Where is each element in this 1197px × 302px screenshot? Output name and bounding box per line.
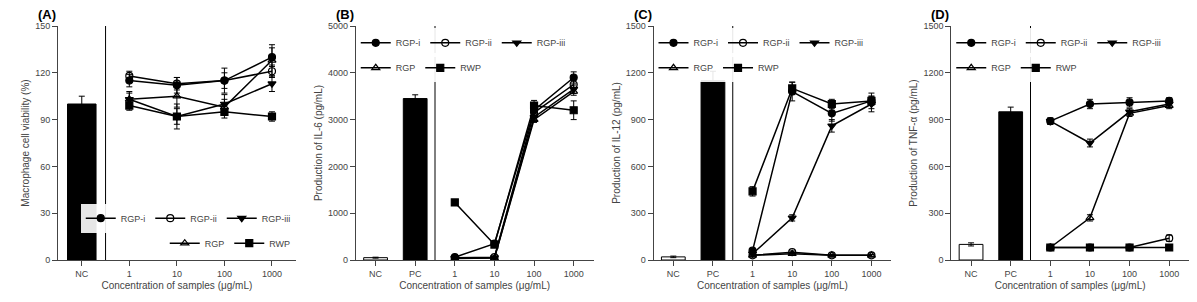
svg-text:RWP: RWP xyxy=(460,63,481,73)
svg-text:3000: 3000 xyxy=(328,115,348,125)
svg-text:600: 600 xyxy=(928,162,943,172)
svg-text:300: 300 xyxy=(928,208,943,218)
svg-text:10: 10 xyxy=(787,269,797,279)
svg-text:RWP: RWP xyxy=(758,63,779,73)
svg-text:1000: 1000 xyxy=(1159,269,1179,279)
svg-text:RGP-ii: RGP-ii xyxy=(763,38,790,48)
svg-text:1000: 1000 xyxy=(861,269,881,279)
svg-text:NC: NC xyxy=(667,269,680,279)
svg-text:RGP: RGP xyxy=(205,239,225,249)
svg-text:2000: 2000 xyxy=(328,162,348,172)
svg-text:RGP-i: RGP-i xyxy=(694,38,719,48)
svg-text:1: 1 xyxy=(1048,269,1053,279)
svg-text:RGP-i: RGP-i xyxy=(991,38,1016,48)
svg-text:1500: 1500 xyxy=(923,21,943,31)
svg-text:0: 0 xyxy=(641,255,646,265)
svg-text:120: 120 xyxy=(35,68,50,78)
svg-text:RGP: RGP xyxy=(991,63,1011,73)
svg-text:1500: 1500 xyxy=(626,21,646,31)
svg-text:Production of IL-12 (pg/mL): Production of IL-12 (pg/mL) xyxy=(611,82,622,204)
svg-text:RWP: RWP xyxy=(269,239,290,249)
svg-text:Macrophage cell viability (%): Macrophage cell viability (%) xyxy=(20,79,31,206)
svg-text:NC: NC xyxy=(75,269,88,279)
svg-text:5000: 5000 xyxy=(328,21,348,31)
svg-text:100: 100 xyxy=(217,269,232,279)
svg-text:RGP-ii: RGP-ii xyxy=(465,38,492,48)
svg-text:Concentration of samples (μg/m: Concentration of samples (μg/mL) xyxy=(399,280,550,291)
svg-text:90: 90 xyxy=(40,115,50,125)
svg-text:RGP-iii: RGP-iii xyxy=(835,38,864,48)
svg-text:(D): (D) xyxy=(931,7,949,22)
svg-text:Concentration of samples (μg/m: Concentration of samples (μg/mL) xyxy=(697,280,848,291)
svg-text:NC: NC xyxy=(369,269,382,279)
svg-text:PC: PC xyxy=(707,269,720,279)
svg-text:1000: 1000 xyxy=(328,208,348,218)
svg-text:Concentration of samples (μg/m: Concentration of samples (μg/mL) xyxy=(101,280,252,291)
svg-text:100: 100 xyxy=(1122,269,1137,279)
svg-text:RGP-iii: RGP-iii xyxy=(537,38,566,48)
svg-text:0: 0 xyxy=(938,255,943,265)
svg-text:(B): (B) xyxy=(336,7,354,22)
svg-text:PC: PC xyxy=(1004,269,1017,279)
svg-text:1200: 1200 xyxy=(626,68,646,78)
svg-text:RWP: RWP xyxy=(1056,63,1077,73)
svg-text:900: 900 xyxy=(631,115,646,125)
svg-text:900: 900 xyxy=(928,115,943,125)
svg-text:RGP-ii: RGP-ii xyxy=(1061,38,1088,48)
svg-text:RGP-i: RGP-i xyxy=(396,38,421,48)
svg-text:150: 150 xyxy=(35,21,50,31)
svg-text:60: 60 xyxy=(40,162,50,172)
svg-text:1: 1 xyxy=(127,269,132,279)
svg-text:RGP-ii: RGP-ii xyxy=(190,214,217,224)
svg-text:Production of TNF-α (pg/mL): Production of TNF-α (pg/mL) xyxy=(908,79,919,206)
svg-text:RGP-i: RGP-i xyxy=(121,214,146,224)
svg-text:(A): (A) xyxy=(38,7,56,22)
svg-text:1: 1 xyxy=(452,269,457,279)
svg-text:NC: NC xyxy=(965,269,978,279)
svg-text:1000: 1000 xyxy=(564,269,584,279)
svg-text:RGP: RGP xyxy=(694,63,714,73)
svg-text:RGP-iii: RGP-iii xyxy=(1132,38,1161,48)
svg-text:PC: PC xyxy=(409,269,422,279)
svg-text:10: 10 xyxy=(489,269,499,279)
svg-text:100: 100 xyxy=(527,269,542,279)
svg-text:(C): (C) xyxy=(634,7,652,22)
svg-text:0: 0 xyxy=(45,255,50,265)
svg-text:RGP: RGP xyxy=(396,63,416,73)
svg-text:Production of IL-6 (pg/mL): Production of IL-6 (pg/mL) xyxy=(313,85,324,201)
svg-text:30: 30 xyxy=(40,208,50,218)
svg-text:Concentration of samples (μg/m: Concentration of samples (μg/mL) xyxy=(995,280,1146,291)
svg-text:100: 100 xyxy=(824,269,839,279)
svg-text:10: 10 xyxy=(1085,269,1095,279)
svg-text:600: 600 xyxy=(631,162,646,172)
svg-text:4000: 4000 xyxy=(328,68,348,78)
svg-text:RGP-iii: RGP-iii xyxy=(262,214,291,224)
svg-text:0: 0 xyxy=(343,255,348,265)
svg-text:1: 1 xyxy=(750,269,755,279)
svg-text:1000: 1000 xyxy=(262,269,282,279)
svg-text:10: 10 xyxy=(172,269,182,279)
svg-text:300: 300 xyxy=(631,208,646,218)
svg-text:1200: 1200 xyxy=(923,68,943,78)
